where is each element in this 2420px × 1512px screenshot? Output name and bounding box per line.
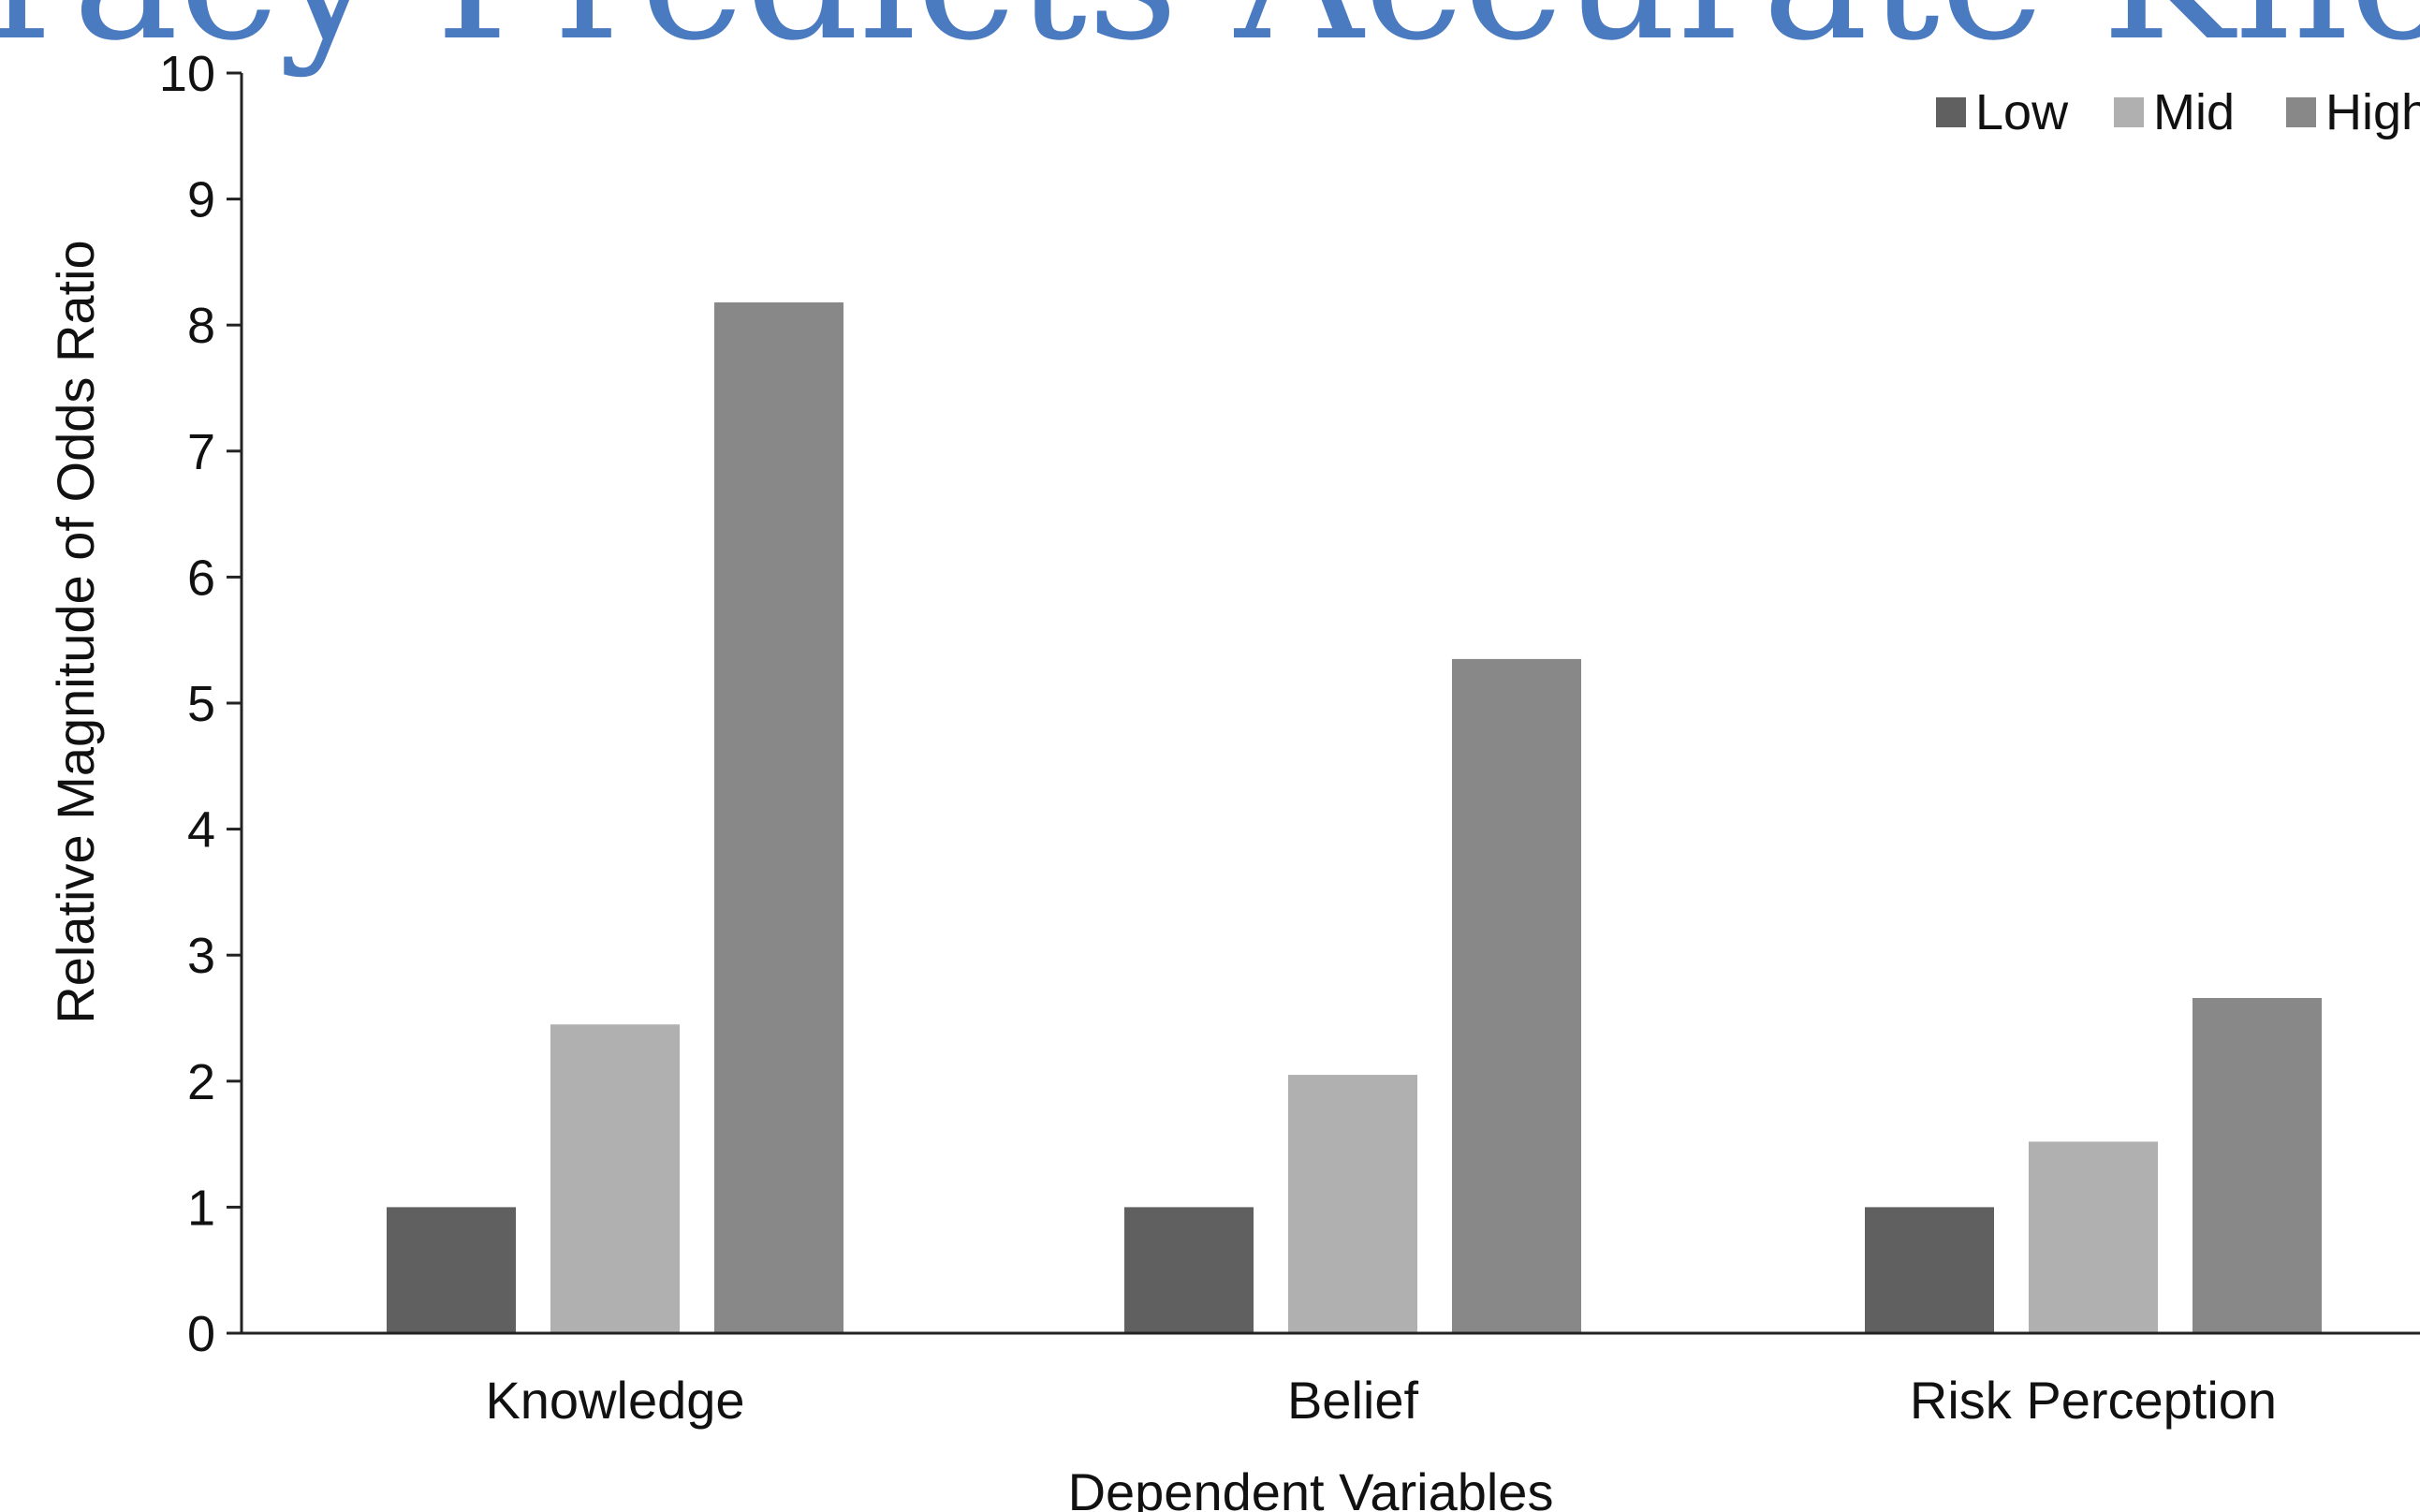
y-tick-label: 4 [187, 802, 215, 859]
legend-swatch-high [2286, 97, 2316, 127]
x-category-label: Risk Perception [1910, 1371, 2277, 1430]
legend-label-high: High [2325, 84, 2420, 140]
y-tick-label: 6 [187, 550, 215, 606]
bar-mid-belief [1288, 1075, 1417, 1333]
chart-title: …iteracy Predicts Accurate Knowl… [0, 0, 2420, 80]
legend-swatch-low [1936, 97, 1966, 127]
bar-low-risk-perception [1865, 1207, 1994, 1333]
y-tick-label: 3 [187, 928, 215, 984]
y-tick-label: 10 [159, 46, 215, 102]
bar-mid-knowledge [550, 1024, 680, 1333]
y-tick-label: 0 [187, 1306, 215, 1362]
bar-high-belief [1452, 658, 1581, 1333]
y-tick-label: 2 [187, 1054, 215, 1110]
bar-low-belief [1124, 1207, 1254, 1333]
x-axis-label: Dependent Variables [1068, 1462, 1554, 1512]
legend-label-mid: Mid [2153, 84, 2235, 140]
y-tick-label: 7 [187, 424, 215, 480]
y-tick-label: 5 [187, 676, 215, 732]
plot-area: 0 1 2 3 4 5 6 7 8 9 10 Knowledge Belief Risk Percepti… [159, 46, 2420, 1430]
x-category-label: Belief [1287, 1371, 1419, 1430]
y-axis-label: Relative Magnitude of Odds Ratio [46, 240, 105, 1023]
bar-high-knowledge [714, 301, 843, 1334]
bar-high-risk-perception [2193, 997, 2322, 1333]
bar-low-knowledge [387, 1207, 516, 1333]
legend-label-low: Low [1975, 84, 2069, 140]
y-tick-label: 9 [187, 172, 215, 228]
y-tick-label: 1 [187, 1180, 215, 1236]
legend-swatch-mid [2114, 97, 2144, 127]
legend: Low Mid High [1936, 84, 2420, 140]
bar-mid-risk-perception [2029, 1141, 2158, 1333]
y-tick-label: 8 [187, 298, 215, 354]
x-category-label: Knowledge [485, 1371, 744, 1430]
